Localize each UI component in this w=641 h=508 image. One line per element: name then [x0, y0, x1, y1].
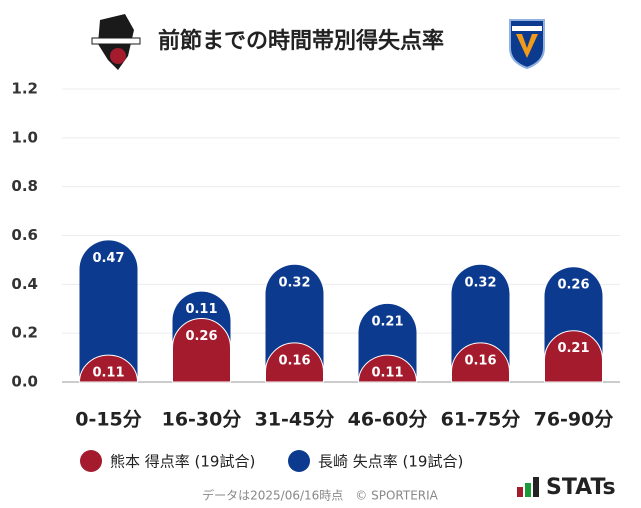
x-tick-label: 16-30分 — [162, 409, 242, 431]
y-tick-label: 0.0 — [11, 373, 38, 391]
away-logo — [509, 19, 545, 70]
home-logo — [91, 14, 141, 70]
value-label: 0.16 — [464, 353, 496, 368]
value-label: 0.32 — [464, 275, 496, 290]
value-label: 0.11 — [92, 366, 124, 381]
value-label: 0.26 — [185, 329, 217, 344]
bar-segment — [265, 342, 324, 383]
value-label: 0.21 — [371, 314, 403, 329]
x-tick-label: 76-90分 — [534, 409, 614, 431]
value-label: 0.32 — [278, 275, 310, 290]
brand: STATs — [546, 475, 616, 500]
legend-label: 長崎 失点率 (19試合) — [318, 453, 463, 471]
y-tick-label: 1.2 — [11, 80, 38, 98]
value-label: 0.47 — [92, 251, 124, 266]
footer: データは2025/06/16時点 © SPORTERIA — [202, 488, 439, 503]
y-tick-label: 0.8 — [11, 177, 38, 195]
bar-segment — [172, 318, 231, 383]
legend-marker — [80, 450, 102, 472]
value-label: 0.21 — [557, 341, 589, 356]
x-tick-label: 31-45分 — [255, 409, 335, 431]
value-label: 0.26 — [557, 278, 589, 293]
x-tick-label: 61-75分 — [441, 409, 521, 431]
brand-logo — [517, 477, 539, 497]
legend-label: 熊本 得点率 (19試合) — [110, 453, 255, 471]
y-tick-label: 0.6 — [11, 226, 38, 244]
legend-marker — [288, 450, 310, 472]
x-tick-label: 0-15分 — [75, 409, 142, 431]
value-label: 0.11 — [185, 302, 217, 317]
y-tick-label: 0.2 — [11, 324, 38, 342]
value-label: 0.11 — [371, 366, 403, 381]
bar-segment — [78, 354, 139, 383]
bar-segment — [451, 342, 510, 383]
y-tick-label: 0.4 — [11, 275, 38, 293]
bar-segment — [544, 330, 603, 383]
bar-segment — [79, 240, 138, 382]
x-tick-label: 46-60分 — [348, 409, 428, 431]
chart-title: 前節までの時間帯別得失点率 — [158, 28, 444, 54]
value-label: 0.16 — [278, 353, 310, 368]
bar-segment — [357, 354, 418, 383]
y-tick-label: 1.0 — [11, 128, 38, 146]
